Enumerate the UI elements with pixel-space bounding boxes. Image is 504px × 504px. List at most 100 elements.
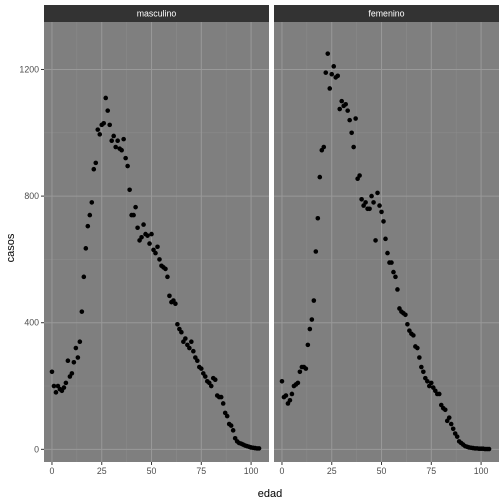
y-tick-label: 400: [24, 318, 39, 328]
data-point: [371, 200, 376, 205]
data-point: [421, 369, 426, 375]
data-point: [279, 378, 285, 384]
data-point: [383, 236, 388, 242]
x-tick-label: 50: [377, 466, 387, 476]
data-point: [107, 122, 113, 128]
data-point: [357, 173, 362, 178]
data-point: [417, 355, 422, 360]
data-point: [115, 138, 120, 144]
data-point: [83, 246, 89, 251]
data-point: [73, 345, 79, 351]
data-point: [375, 190, 380, 196]
data-point: [379, 209, 384, 215]
data-point: [353, 116, 358, 121]
y-tick-label: 1200: [19, 64, 39, 74]
data-point: [297, 369, 303, 375]
data-point: [165, 274, 170, 280]
data-point: [101, 120, 107, 126]
data-point: [311, 298, 317, 303]
data-point: [425, 378, 430, 384]
data-point: [393, 274, 398, 280]
data-point: [313, 249, 319, 254]
x-tick-label: 50: [147, 466, 157, 476]
data-point: [119, 147, 124, 153]
data-point: [79, 309, 85, 314]
x-axes: 0 25 50 75 100 0 25 50 75 100: [50, 462, 489, 476]
data-point: [339, 98, 344, 104]
y-tick-label: 800: [24, 191, 39, 201]
data-point: [323, 70, 329, 75]
data-point: [315, 215, 321, 221]
series-points-masculino: [49, 95, 262, 451]
data-point: [77, 339, 83, 345]
data-point: [157, 257, 162, 262]
data-point: [189, 339, 194, 345]
data-point: [93, 160, 99, 166]
data-point: [51, 383, 57, 389]
data-point: [123, 155, 128, 161]
data-point: [321, 144, 327, 150]
data-point: [175, 322, 180, 327]
data-point: [187, 345, 192, 351]
data-point: [337, 106, 343, 112]
data-point: [331, 64, 337, 69]
data-point: [329, 71, 335, 77]
data-point: [295, 380, 301, 386]
data-point: [135, 225, 140, 231]
data-point: [405, 322, 410, 327]
data-point: [429, 380, 434, 386]
data-point: [89, 200, 95, 205]
data-point: [230, 428, 236, 433]
data-point: [133, 204, 138, 210]
x-axis-femenino: 0 25 50 75 100: [280, 462, 489, 476]
y-tick-label: 0: [34, 444, 39, 454]
x-tick-label: 0: [280, 466, 285, 476]
data-point: [155, 244, 160, 250]
data-point: [367, 206, 372, 212]
facet-strip: [274, 5, 499, 22]
data-point: [149, 231, 154, 237]
data-point: [153, 250, 158, 256]
data-point: [289, 391, 295, 397]
data-point: [191, 348, 196, 354]
data-point: [69, 371, 75, 376]
data-point: [202, 374, 208, 379]
data-point: [109, 138, 114, 144]
data-point: [403, 312, 408, 318]
data-point: [385, 250, 390, 256]
data-point: [145, 233, 150, 238]
series-points-femenino: [279, 51, 492, 452]
data-point: [163, 266, 168, 272]
data-point: [61, 385, 67, 390]
data-point: [95, 127, 101, 132]
data-point: [442, 407, 448, 413]
data-point: [87, 212, 93, 218]
data-point: [309, 317, 315, 322]
data-point: [347, 117, 352, 123]
x-tick-label: 100: [244, 466, 259, 476]
data-point: [345, 108, 350, 113]
data-point: [305, 342, 311, 348]
data-point: [411, 333, 416, 338]
data-point: [415, 345, 420, 351]
data-point: [303, 366, 309, 371]
data-point: [317, 174, 323, 180]
x-tick-label: 75: [196, 466, 206, 476]
data-point: [283, 393, 289, 398]
facet-strip: [44, 5, 269, 22]
data-point: [183, 336, 188, 341]
data-point: [448, 421, 454, 427]
data-point: [71, 359, 77, 365]
y-axis-title: casos: [5, 233, 17, 262]
data-point: [53, 390, 59, 395]
data-point: [224, 413, 230, 419]
data-point: [349, 130, 354, 136]
data-point: [141, 222, 146, 227]
x-tick-label: 0: [50, 466, 55, 476]
data-point: [381, 219, 386, 224]
data-point: [125, 163, 130, 169]
facet-panel-masculino: masculino: [44, 5, 269, 462]
data-point: [195, 358, 200, 364]
data-point: [287, 397, 293, 403]
facet-strip-label: femenino: [368, 9, 404, 19]
